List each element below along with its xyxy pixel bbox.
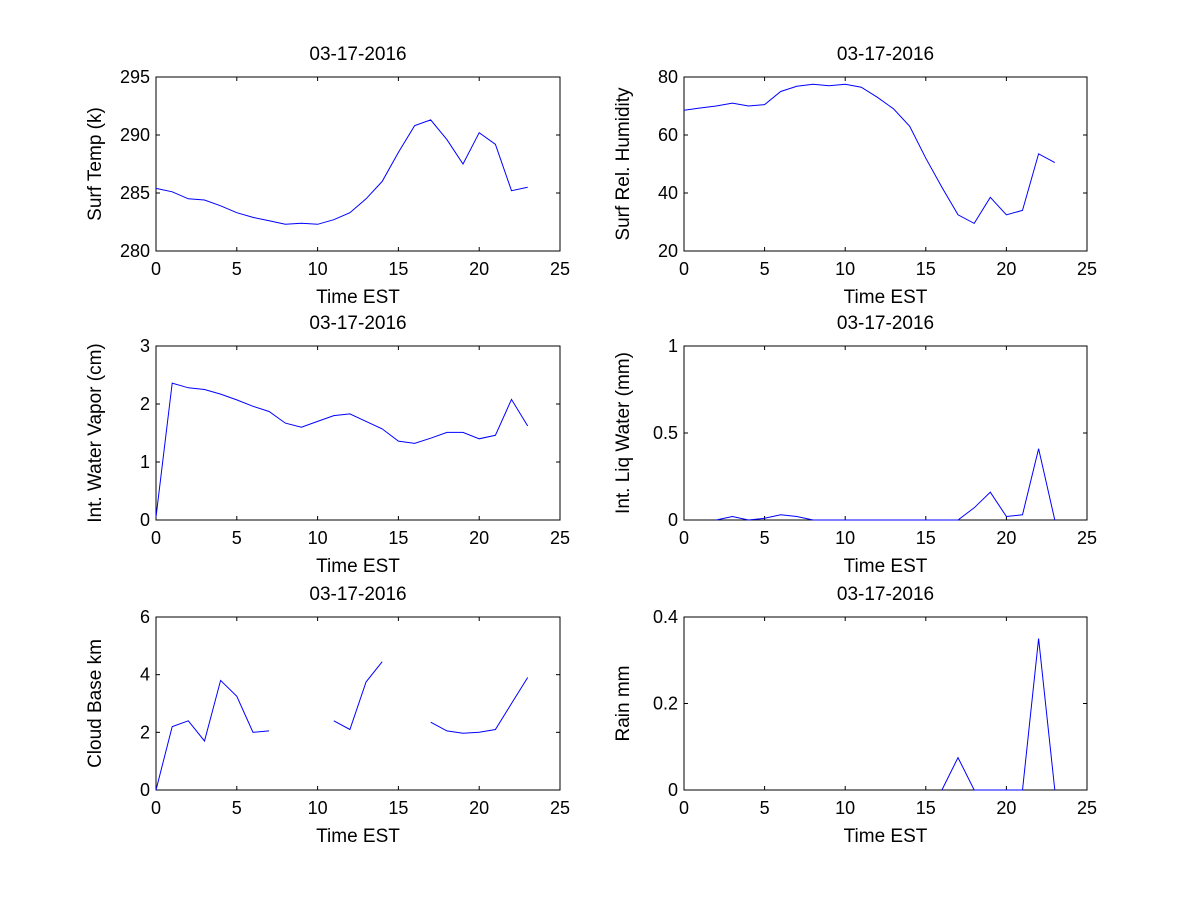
y-tick-label: 0	[140, 510, 150, 530]
x-tick-label: 25	[1077, 259, 1097, 279]
x-axis-label: Time EST	[316, 826, 400, 847]
x-tick-label: 0	[679, 528, 689, 548]
axes-frame	[683, 76, 1088, 252]
x-tick-label: 15	[388, 798, 408, 818]
x-tick-label: 15	[916, 798, 936, 818]
y-tick-label: 6	[140, 607, 150, 627]
axes-frame	[155, 616, 561, 791]
y-tick-label: 60	[658, 125, 678, 145]
x-tick-label: 20	[996, 259, 1016, 279]
panel-surf-rel-humidity: 0 5 10 15 20 25 20 40 60 80 03-17-2016 Time EST Surf…	[613, 44, 1097, 308]
x-tick-label: 10	[835, 798, 855, 818]
x-axis-label: Time EST	[844, 826, 928, 847]
y-axis-label: Cloud Base km	[85, 639, 106, 768]
x-tick-label: 15	[388, 259, 408, 279]
axes-frame	[155, 345, 561, 521]
y-tick-label: 1	[140, 452, 150, 472]
y-tick-label: 0.2	[653, 694, 678, 714]
x-tick-label: 0	[151, 528, 161, 548]
axes-frame	[155, 76, 561, 252]
x-axis-label: Time EST	[844, 556, 928, 577]
x-tick-label: 25	[1077, 798, 1097, 818]
y-tick-label: 80	[658, 67, 678, 87]
y-tick-label: 40	[658, 183, 678, 203]
chart-title: 03-17-2016	[309, 44, 406, 65]
y-axis-label: Int. Liq Water (mm)	[613, 352, 634, 514]
x-tick-label: 25	[550, 528, 570, 548]
y-axis-label: Surf Temp (k)	[85, 107, 106, 221]
chart-title: 03-17-2016	[837, 313, 934, 334]
chart-title: 03-17-2016	[837, 44, 934, 65]
data-line-surf-rel-humidity	[683, 83, 1056, 225]
x-tick-label: 5	[760, 528, 770, 548]
panel-cloud-base: 0 5 10 15 20 25 0 2 4 6 03-17-2016 Time EST Cloud Ba…	[85, 584, 570, 847]
x-tick-label: 20	[996, 528, 1016, 548]
y-axis-label: Rain mm	[613, 665, 634, 741]
y-tick-label: 290	[120, 125, 150, 145]
x-axis-label: Time EST	[316, 556, 400, 577]
panel-int-liq-water: 0 5 10 15 20 25 0 0.5 1 03-17-2016 Time EST Int. Li…	[613, 313, 1097, 577]
panel-surf-temp: 0 5 10 15 20 25 280 285 290 295 03-17-2016 Time EST…	[85, 44, 570, 308]
y-tick-label: 0	[140, 780, 150, 800]
data-line-surf-temp	[155, 119, 528, 225]
x-tick-label: 20	[996, 798, 1016, 818]
x-tick-label: 5	[232, 798, 242, 818]
x-tick-label: 10	[835, 259, 855, 279]
x-tick-label: 0	[679, 798, 689, 818]
y-tick-label: 3	[140, 336, 150, 356]
x-axis-label: Time EST	[844, 287, 928, 308]
chart-title: 03-17-2016	[309, 313, 406, 334]
data-line-int-water-vapor	[155, 382, 529, 518]
data-line-cloud-base	[430, 677, 529, 734]
panel-int-water-vapor: 0 5 10 15 20 25 0 1 2 3 03-17-2016 Time EST Int. Wat…	[85, 313, 570, 577]
y-tick-label: 0	[668, 780, 678, 800]
y-tick-label: 2	[140, 722, 150, 742]
data-line-cloud-base	[155, 679, 270, 791]
y-tick-label: 4	[140, 665, 150, 685]
x-tick-label: 25	[550, 798, 570, 818]
y-tick-label: 0.5	[653, 423, 678, 443]
data-line-int-liq-water	[716, 448, 1056, 521]
y-tick-label: 20	[658, 241, 678, 261]
x-tick-label: 5	[760, 259, 770, 279]
x-tick-label: 10	[308, 798, 328, 818]
x-axis-label: Time EST	[316, 287, 400, 308]
y-tick-label: 295	[120, 67, 150, 87]
y-axis-label: Surf Rel. Humidity	[613, 87, 634, 241]
chart-title: 03-17-2016	[837, 584, 934, 605]
x-tick-label: 25	[1077, 528, 1097, 548]
x-tick-label: 0	[151, 798, 161, 818]
y-axis-label: Int. Water Vapor (cm)	[85, 343, 106, 522]
panel-rain: 0 5 10 15 20 25 0 0.2 0.4 03-17-2016 Time EST Rain …	[613, 584, 1097, 847]
y-tick-label: 285	[120, 183, 150, 203]
data-line-cloud-base	[333, 661, 383, 731]
x-tick-label: 15	[388, 528, 408, 548]
x-tick-label: 0	[679, 259, 689, 279]
x-tick-label: 5	[760, 798, 770, 818]
chart-title: 03-17-2016	[309, 584, 406, 605]
x-tick-label: 10	[308, 259, 328, 279]
y-tick-label: 280	[120, 241, 150, 261]
x-tick-label: 20	[469, 528, 489, 548]
x-tick-label: 25	[550, 259, 570, 279]
x-tick-label: 20	[469, 798, 489, 818]
x-tick-label: 20	[469, 259, 489, 279]
x-tick-label: 15	[916, 528, 936, 548]
x-tick-label: 15	[916, 259, 936, 279]
x-tick-label: 5	[232, 259, 242, 279]
x-tick-label: 5	[232, 528, 242, 548]
x-tick-label: 10	[308, 528, 328, 548]
x-tick-label: 0	[151, 259, 161, 279]
data-line-rain	[941, 638, 1056, 791]
y-tick-label: 1	[668, 336, 678, 356]
y-tick-label: 0	[668, 510, 678, 530]
x-tick-label: 10	[835, 528, 855, 548]
y-tick-label: 2	[140, 394, 150, 414]
y-tick-label: 0.4	[653, 607, 678, 627]
